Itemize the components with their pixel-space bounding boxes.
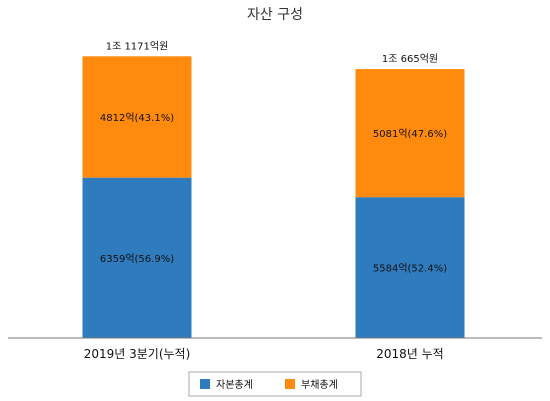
data-label-liabilities-0: 4812억(43.1%) [100,112,174,124]
legend-label-liabilities: 부채총계 [301,379,338,391]
category-label-1: 2018년 누적 [376,347,443,361]
bar-segment-liabilities-0 [82,56,192,178]
data-label-capital-0: 6359억(56.9%) [100,253,174,265]
chart-title: 자산 구성 [247,7,303,23]
data-label-liabilities-1: 5081억(47.6%) [373,128,447,140]
legend-swatch-liabilities [285,379,295,389]
category-label-0: 2019년 3분기(누적) [84,347,191,361]
data-label-capital-1: 5584억(52.4%) [373,263,447,275]
total-label-0: 1조 1171억원 [106,40,169,52]
legend-swatch-capital [200,379,210,389]
legend-label-capital: 자본총계 [216,379,253,391]
plot-area: 6359억(56.9%) 4812억(43.1%) 1조 1171억원 5584억(5… [82,40,465,338]
category-labels: 2019년 3분기(누적) 2018년 누적 [84,347,444,361]
total-label-1: 1조 665억원 [382,53,438,65]
bar-segment-capital-0 [82,177,192,338]
bar-segment-capital-1 [355,197,465,338]
legend: 자본총계 부채총계 [188,371,362,397]
bar-segment-liabilities-1 [355,69,465,198]
legend-frame [188,371,362,397]
